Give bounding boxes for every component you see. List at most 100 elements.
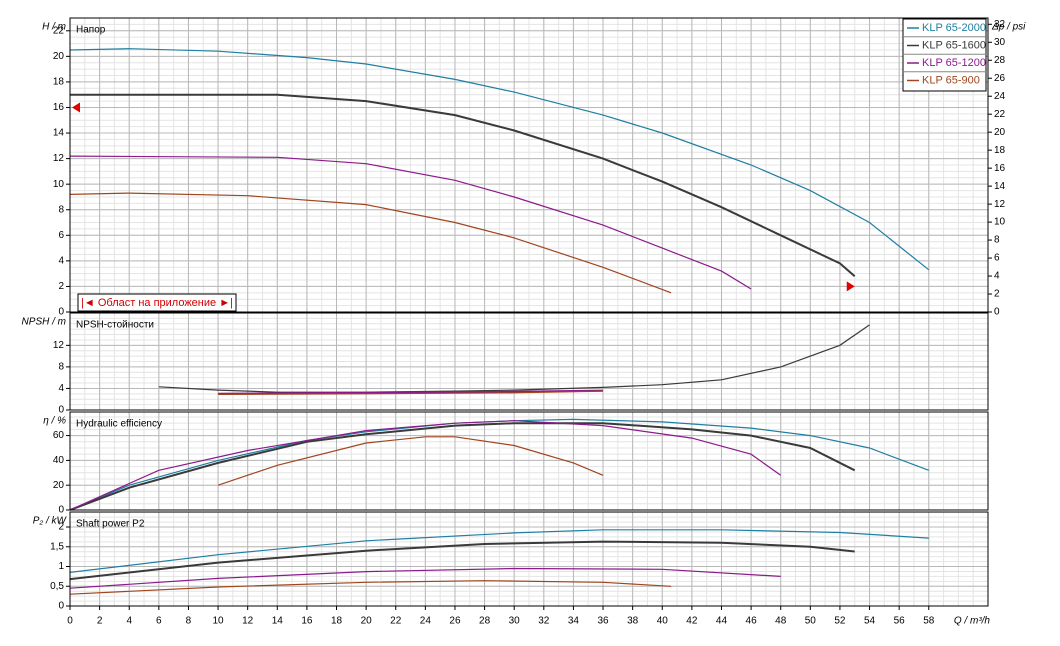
- x-tick-label: 20: [361, 616, 373, 627]
- x-tick-label: 50: [805, 616, 817, 627]
- y-tick-label: 1: [58, 561, 64, 572]
- panel-label: NPSH-стойности: [76, 320, 154, 331]
- x-tick-label: 42: [686, 616, 698, 627]
- series-line: [218, 389, 604, 395]
- panel-label: Hydraulic efficiency: [76, 419, 162, 430]
- series-line: [69, 155, 752, 290]
- x-tick-label: 48: [775, 616, 787, 627]
- series-line: [69, 422, 856, 511]
- y-tick-label: 12: [53, 153, 65, 164]
- series-line: [69, 567, 781, 589]
- panel-frame: [69, 312, 989, 411]
- y2-tick-label: 10: [994, 217, 1006, 228]
- y-tick-label: 20: [53, 480, 65, 491]
- panel-label: Shaft power P2: [76, 519, 145, 530]
- x-tick-label: 32: [538, 616, 550, 627]
- x-tick-label: 10: [213, 616, 225, 627]
- series-line: [158, 324, 870, 393]
- x-tick-label: 4: [126, 616, 132, 627]
- y2-tick-label: 6: [994, 253, 1000, 264]
- x-tick-label: 8: [186, 616, 192, 627]
- y-tick-label: 60: [53, 430, 65, 441]
- y2-tick-label: 12: [994, 199, 1006, 210]
- x-tick-label: 34: [568, 616, 580, 627]
- x-tick-label: 14: [272, 616, 284, 627]
- y2-tick-label: 30: [994, 37, 1006, 48]
- y-axis-label: H / m: [42, 22, 66, 33]
- x-tick-label: 38: [627, 616, 639, 627]
- y-tick-label: 1,5: [50, 541, 64, 552]
- x-tick-label: 16: [301, 616, 313, 627]
- x-tick-label: 22: [390, 616, 402, 627]
- y2-tick-label: 0: [994, 307, 1000, 318]
- y-tick-label: 12: [53, 340, 65, 351]
- series-line: [69, 48, 930, 271]
- x-tick-label: 30: [509, 616, 521, 627]
- y2-tick-label: 16: [994, 163, 1006, 174]
- y2-tick-label: 20: [994, 127, 1006, 138]
- x-tick-label: 46: [746, 616, 758, 627]
- y2-tick-label: 26: [994, 73, 1006, 84]
- y-tick-label: 20: [53, 51, 65, 62]
- y2-tick-label: 2: [994, 289, 1000, 300]
- series-line: [69, 192, 672, 294]
- series-line: [69, 580, 672, 595]
- y-tick-label: 18: [53, 77, 65, 88]
- legend-label: KLP 65-900: [922, 74, 980, 86]
- x-tick-label: 56: [894, 616, 906, 627]
- series-line: [70, 93, 856, 277]
- series-line: [69, 420, 782, 511]
- y-tick-label: 10: [53, 179, 65, 190]
- y-tick-label: 6: [58, 230, 64, 241]
- y-tick-label: 0: [58, 307, 64, 318]
- y-tick-label: 14: [53, 128, 65, 139]
- range-marker: [72, 102, 80, 113]
- y-tick-label: 4: [58, 383, 64, 394]
- y-tick-label: 0: [58, 405, 64, 416]
- plot: [69, 48, 930, 595]
- x-tick-label: 24: [420, 616, 432, 627]
- legend-label: KLP 65-2000: [922, 22, 986, 34]
- x-tick-label: 12: [242, 616, 254, 627]
- y2-tick-label: 18: [994, 145, 1006, 156]
- x-tick-label: 18: [331, 616, 343, 627]
- y-tick-label: 4: [58, 256, 64, 267]
- y2-tick-label: 28: [994, 55, 1006, 66]
- y-tick-label: 22: [53, 25, 65, 36]
- y-axis-label: P₂ / kW: [33, 516, 68, 527]
- x-tick-label: 58: [923, 616, 935, 627]
- y-tick-label: 16: [53, 102, 65, 113]
- legend-box: [902, 18, 987, 92]
- series-line: [69, 540, 855, 581]
- y2-tick-label: 4: [994, 271, 1000, 282]
- y-tick-label: 8: [58, 204, 64, 215]
- panel-frame: [69, 411, 989, 511]
- x-tick-label: 0: [67, 616, 73, 627]
- y-axis-label: NPSH / m: [22, 317, 66, 328]
- y-tick-label: 0: [58, 505, 64, 516]
- panel-label: Напор: [76, 25, 106, 36]
- x-tick-label: 6: [156, 616, 162, 627]
- panel-frame: [69, 17, 989, 313]
- series-line: [217, 436, 604, 486]
- y-tick-label: 0,5: [50, 581, 64, 592]
- y-tick-label: 8: [58, 362, 64, 373]
- legend-label: KLP 65-1200: [922, 57, 986, 69]
- y2-axis-label: Δp / psi: [991, 22, 1026, 33]
- annotation-box: [77, 293, 237, 312]
- y2-tick-label: 22: [994, 109, 1006, 120]
- panel-frame: [69, 511, 989, 607]
- x-tick-label: 36: [597, 616, 609, 627]
- y2-tick-label: 8: [994, 235, 1000, 246]
- range-marker: [846, 281, 855, 292]
- x-tick-label: 2: [97, 616, 103, 627]
- y-axis-label: η / %: [43, 416, 66, 427]
- series-line: [218, 390, 604, 395]
- x-tick-label: 52: [834, 616, 846, 627]
- y2-tick-label: 32: [994, 19, 1006, 30]
- y2-tick-label: 14: [994, 181, 1006, 192]
- x-tick-label: 40: [657, 616, 669, 627]
- series-line: [69, 529, 929, 573]
- y-tick-label: 2: [58, 281, 64, 292]
